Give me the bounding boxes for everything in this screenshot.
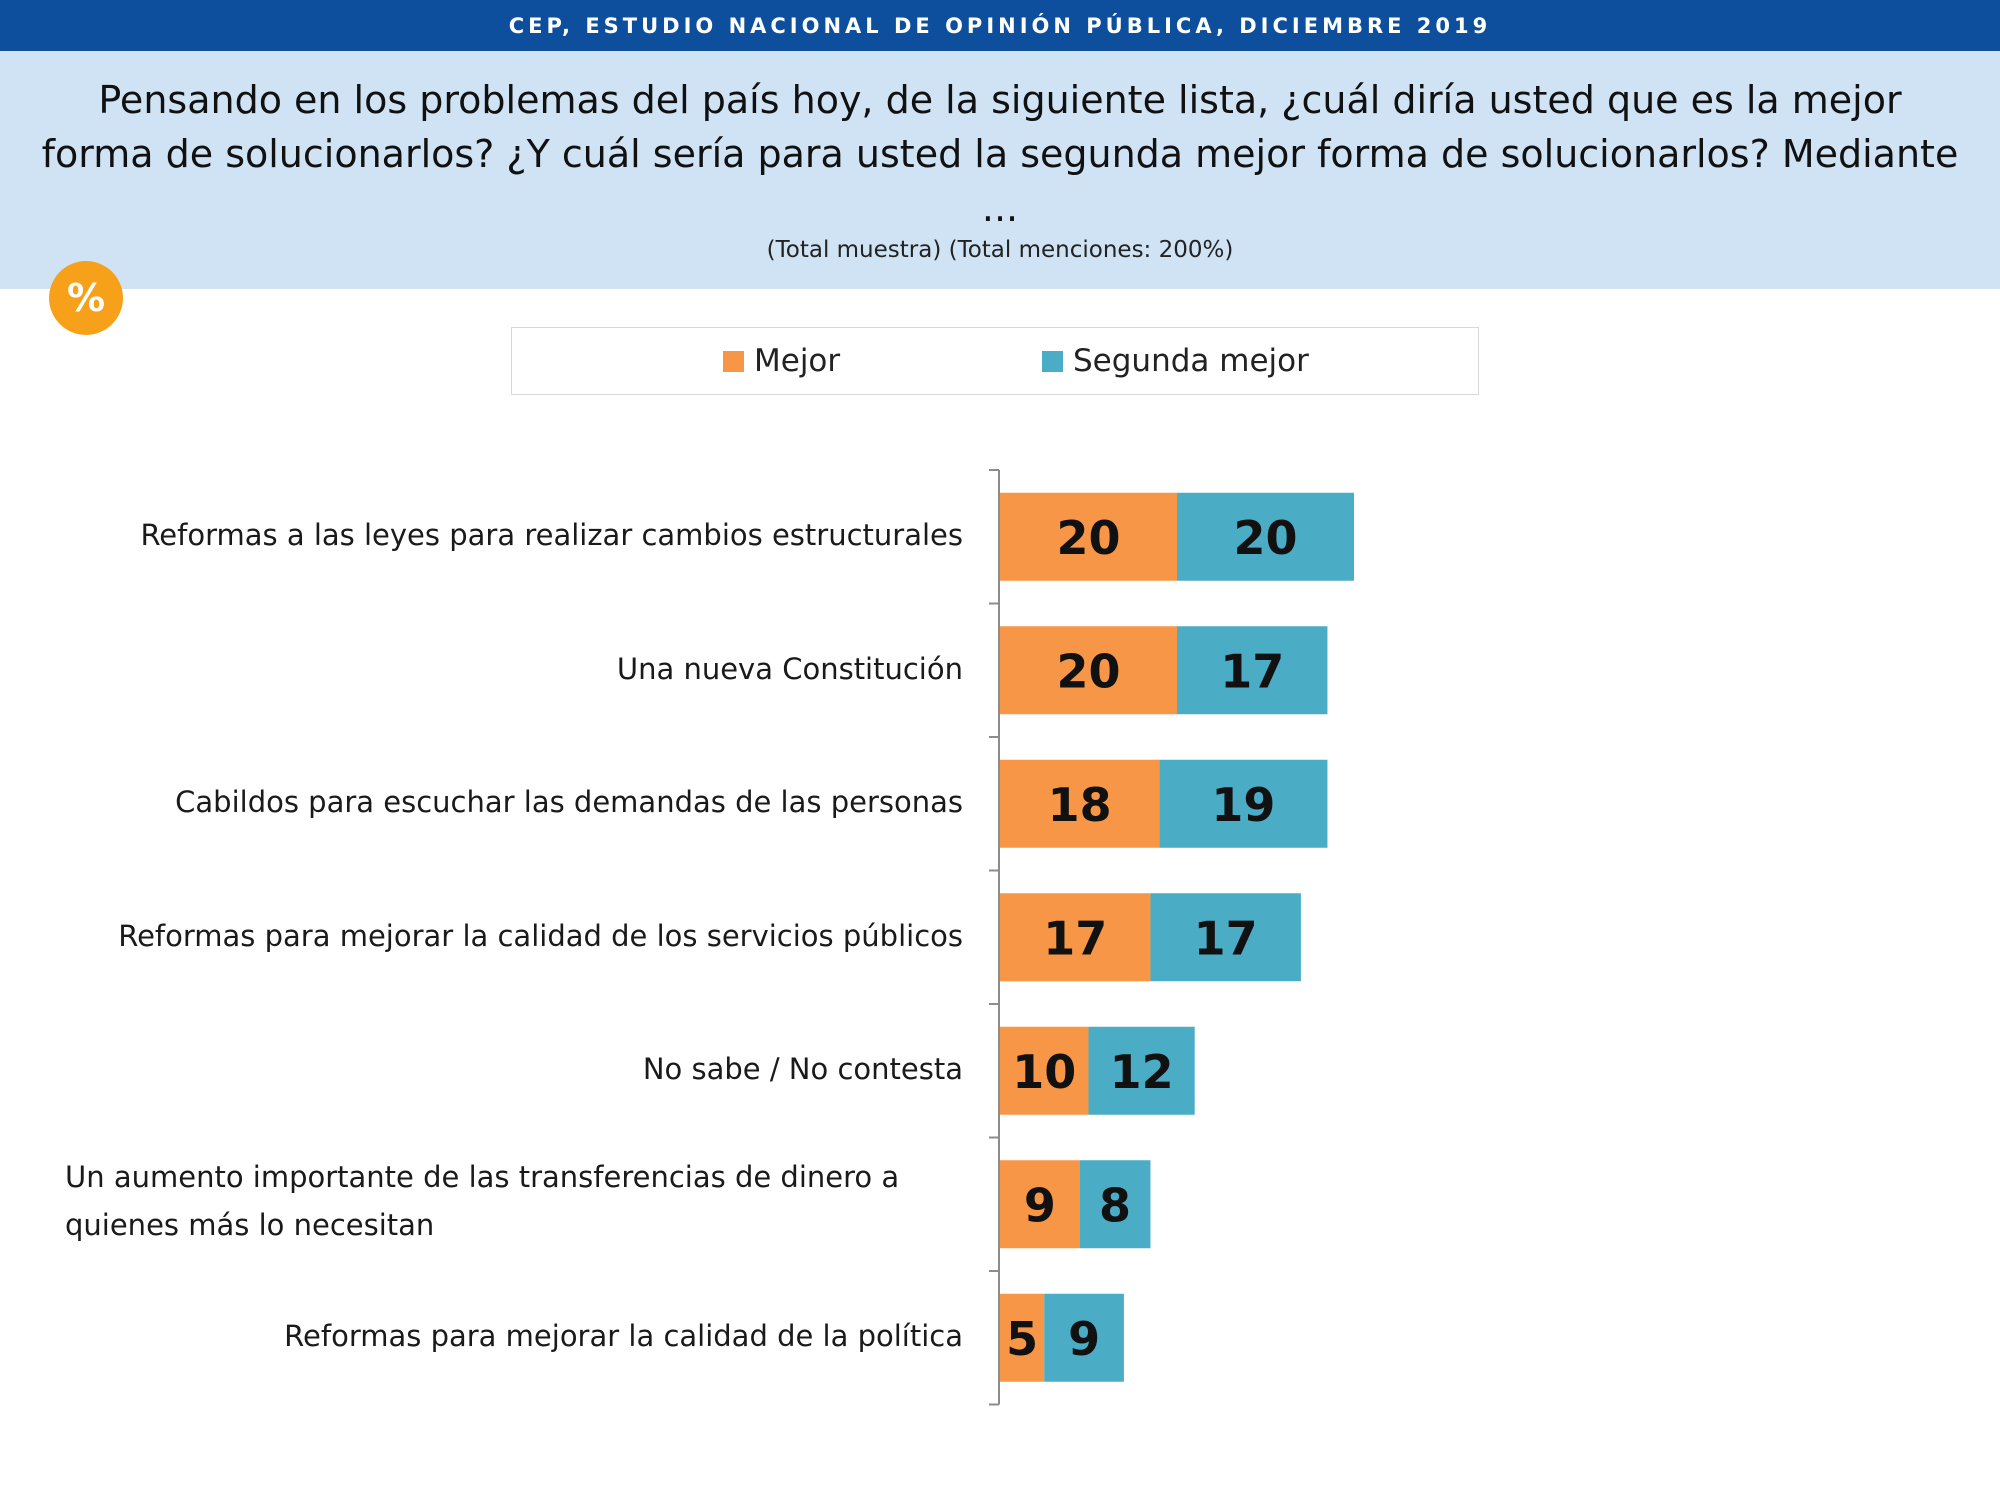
data-label-segunda-mejor: 17 (1220, 644, 1284, 698)
category-label: Reformas para mejorar la calidad de los … (118, 919, 963, 953)
category-label: Una nueva Constitución (616, 652, 963, 686)
category-label: Un aumento importante de las transferenc… (65, 1160, 900, 1242)
bar-segunda-mejor (1177, 626, 1328, 715)
question-panel: Pensando en los problemas del país hoy, … (0, 51, 2000, 289)
data-label-segunda-mejor: 12 (1110, 1045, 1174, 1099)
data-label-segunda-mejor: 20 (1233, 511, 1297, 565)
legend-item-mejor: Mejor (723, 328, 840, 394)
bar-mejor (1000, 626, 1177, 715)
bar-segunda-mejor (1177, 492, 1354, 581)
bar-segunda-mejor (1159, 759, 1328, 848)
category-label: Reformas para mejorar la calidad de la p… (284, 1319, 963, 1353)
bar-mejor (1000, 492, 1177, 581)
sample-note: (Total muestra) (Total menciones: 200%) (766, 237, 1234, 263)
bar-mejor (1000, 759, 1160, 848)
question-text: Pensando en los problemas del país hoy, … (41, 78, 1959, 230)
data-label-mejor: 20 (1056, 644, 1120, 698)
data-label-mejor: 5 (1006, 1312, 1038, 1366)
chart-legend: Mejor Segunda mejor (511, 327, 1479, 395)
bar-segunda-mejor (1044, 1293, 1124, 1382)
data-label-mejor: 18 (1048, 778, 1112, 832)
data-label-mejor: 9 (1024, 1178, 1056, 1232)
legend-swatch-mejor (723, 350, 744, 372)
data-label-segunda-mejor: 17 (1194, 911, 1258, 965)
bar-mejor (1000, 1160, 1080, 1249)
bar-segunda-mejor (1079, 1160, 1151, 1249)
category-label: Cabildos para escuchar las demandas de l… (175, 785, 963, 819)
data-label-mejor: 20 (1056, 511, 1120, 565)
legend-item-segunda-mejor: Segunda mejor (1042, 328, 1309, 394)
data-label-mejor: 10 (1012, 1045, 1076, 1099)
legend-label-mejor: Mejor (754, 343, 841, 379)
data-label-segunda-mejor: 9 (1068, 1312, 1100, 1366)
legend-swatch-segunda-mejor (1042, 350, 1063, 372)
category-label: Reformas a las leyes para realizar cambi… (140, 518, 963, 552)
bar-mejor (1000, 893, 1151, 982)
legend-label-segunda-mejor: Segunda mejor (1073, 343, 1309, 379)
data-label-mejor: 17 (1043, 911, 1107, 965)
data-label-segunda-mejor: 8 (1099, 1178, 1131, 1232)
bar-mejor (1000, 1026, 1089, 1115)
percent-badge-icon: % (49, 261, 123, 335)
bar-mejor (1000, 1293, 1045, 1382)
data-label-segunda-mejor: 19 (1211, 778, 1275, 832)
bar-segunda-mejor (1088, 1026, 1195, 1115)
survey-banner: CEP, ESTUDIO NACIONAL DE OPINIÓN PÚBLICA… (0, 0, 2000, 51)
bar-segunda-mejor (1150, 893, 1301, 982)
category-label: No sabe / No contesta (642, 1052, 963, 1086)
